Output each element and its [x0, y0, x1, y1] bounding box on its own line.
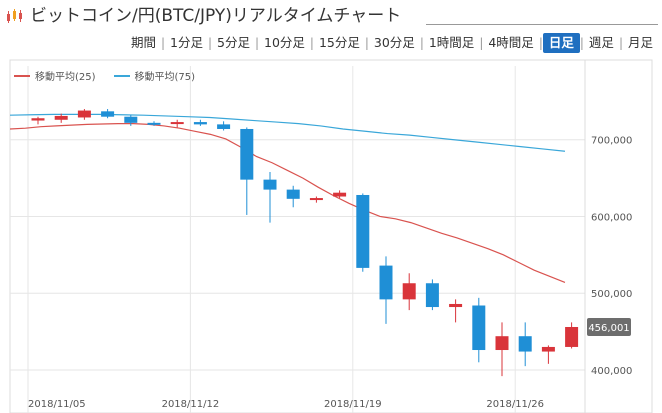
tab-timeframe[interactable]: 10分足 — [264, 35, 305, 50]
candle-body — [31, 118, 45, 121]
legend-swatch — [14, 74, 30, 77]
tab-timeframe[interactable]: 30分足 — [373, 35, 415, 50]
legend-item[interactable]: 移動平均(75) — [113, 68, 196, 83]
x-tick-label: 2018/11/26 — [486, 399, 544, 410]
tab-timeframe[interactable]: 日足 — [542, 33, 580, 53]
candle-body — [54, 115, 68, 120]
candle-body — [124, 116, 138, 123]
candle-body — [217, 124, 231, 129]
page-title: ビットコイン/円(BTC/JPY)リアルタイムチャート — [30, 6, 402, 26]
tab-separator: | — [419, 36, 424, 50]
y-tick-label: 400,000 — [591, 366, 632, 377]
header: ビットコイン/円(BTC/JPY)リアルタイムチャート — [6, 4, 658, 28]
timeframe-tabs: 期間 | 1分足 | 5分足 | 10分足 | 15分足 | 30分足 | 1時間足 | 4時間足 | 日足 | 週… — [126, 32, 658, 54]
ma75-line — [9, 113, 566, 152]
plot-frame — [9, 59, 653, 413]
candle-body — [495, 336, 509, 351]
candle-body — [147, 122, 161, 125]
candle-body — [193, 122, 207, 125]
tab-separator: | — [160, 36, 165, 50]
candle-body — [449, 303, 463, 308]
tab-timeframe[interactable]: 週足 — [588, 35, 614, 50]
tab-timeframe[interactable]: 4時間足 — [488, 35, 534, 50]
candle-body — [379, 265, 393, 300]
price-chart: 400,000 500,000 600,000 700,000 2018/11/05 20… — [9, 59, 653, 413]
x-tick-label: 2018/11/12 — [162, 399, 220, 410]
tab-timeframe[interactable]: 1分足 — [170, 35, 203, 50]
candle-body — [101, 111, 115, 117]
tab-separator: | — [538, 36, 543, 50]
tab-separator: | — [207, 36, 212, 50]
candle-body — [309, 198, 323, 201]
chart-legend: 移動平均(25) 移動平均(75) — [14, 68, 213, 83]
legend-label: 移動平均(25) — [35, 72, 96, 83]
candle-body — [541, 346, 555, 352]
candle-body — [240, 128, 254, 180]
tab-timeframe: 期間 — [130, 35, 156, 50]
candle-body — [77, 110, 91, 118]
candle-body — [286, 189, 300, 199]
y-tick-label: 600,000 — [591, 212, 632, 223]
x-tick-label: 2018/11/19 — [324, 399, 382, 410]
tab-separator: | — [254, 36, 259, 50]
y-tick-label: 500,000 — [591, 289, 632, 300]
legend-swatch — [113, 74, 130, 77]
candle-body — [565, 326, 579, 347]
ma25-line — [9, 123, 566, 284]
candle-body — [472, 305, 486, 351]
candle-body — [333, 192, 347, 197]
tab-separator: | — [364, 36, 369, 50]
legend-label: 移動平均(75) — [134, 72, 196, 83]
candlestick-chart-icon — [7, 9, 22, 23]
current-price-tag — [587, 317, 631, 336]
tab-timeframe[interactable]: 1時間足 — [428, 35, 475, 50]
candle-body — [425, 283, 439, 308]
tab-separator: | — [618, 36, 623, 50]
candle-body — [170, 122, 184, 125]
title-divider — [426, 24, 658, 25]
tab-timeframe[interactable]: 15分足 — [318, 35, 360, 50]
legend-item[interactable]: 移動平均(25) — [14, 68, 96, 83]
x-tick-label: 2018/11/05 — [28, 399, 86, 410]
tab-timeframe[interactable]: 月足 — [627, 35, 653, 50]
y-tick-label: 700,000 — [591, 136, 632, 147]
candle-body — [518, 336, 532, 352]
candle-body — [356, 194, 370, 268]
candle-body — [402, 283, 416, 300]
tab-timeframe[interactable]: 5分足 — [217, 35, 250, 50]
candle-body — [263, 179, 277, 190]
tab-separator: | — [309, 36, 314, 50]
current-price-label: 456,001 — [588, 323, 629, 334]
tab-separator: | — [579, 36, 584, 50]
tab-separator: | — [479, 36, 484, 50]
